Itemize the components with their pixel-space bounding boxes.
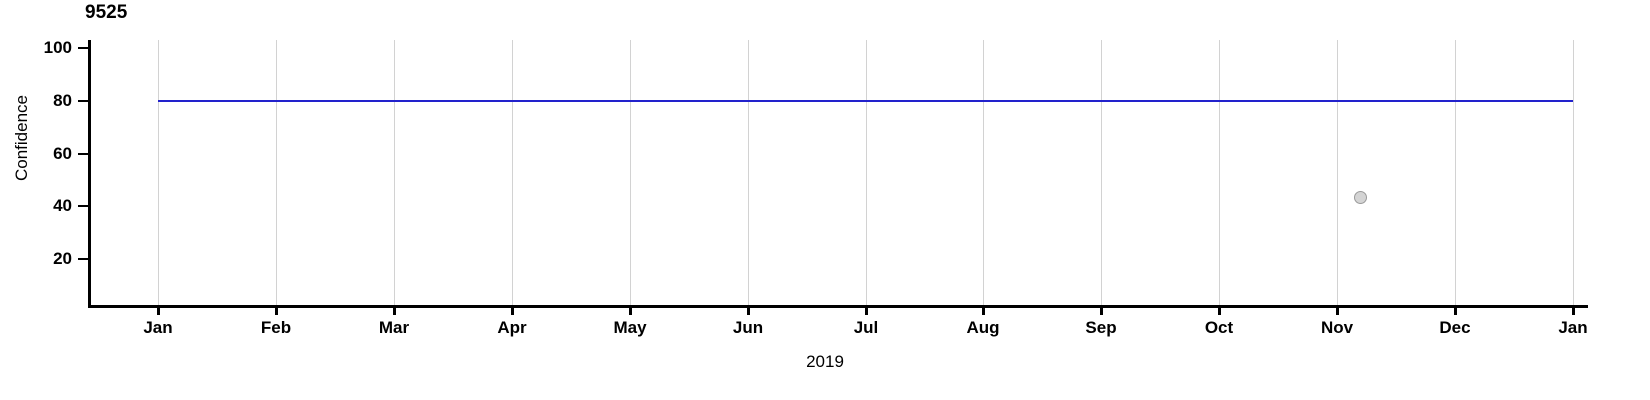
x-axis-tick-label: Aug	[966, 318, 1000, 337]
gridline-vertical	[1455, 40, 1456, 305]
x-axis-tick-mark	[1454, 306, 1457, 315]
y-axis-tick-label: 60	[53, 143, 72, 163]
x-axis-tick-label: Feb	[260, 318, 292, 337]
gridline-vertical	[276, 40, 277, 305]
x-axis-line	[88, 305, 1588, 308]
y-axis-tick-mark	[78, 205, 89, 208]
x-axis-tick-label: Jun	[732, 318, 764, 337]
gridline-vertical	[983, 40, 984, 305]
y-axis-tick-mark	[78, 99, 89, 102]
gridline-vertical	[1573, 40, 1574, 305]
x-axis-tick-label: Jan	[1558, 318, 1588, 337]
gridline-vertical	[630, 40, 631, 305]
y-axis-tick-mark	[78, 47, 89, 49]
x-axis-tick-mark	[157, 306, 160, 315]
x-axis-tick-mark	[275, 306, 278, 315]
gridline-vertical	[1219, 40, 1220, 305]
x-axis-tick-mark	[511, 306, 514, 315]
data-point-marker[interactable]	[1353, 191, 1367, 205]
gridline-vertical	[1337, 40, 1338, 305]
x-axis-tick-mark	[865, 306, 868, 315]
gridline-vertical	[512, 40, 513, 305]
x-axis-tick-label: Nov	[1320, 318, 1354, 337]
y-axis-tick-mark	[78, 152, 89, 155]
x-axis-tick-label: Mar	[378, 318, 410, 337]
x-axis-tick-mark	[393, 306, 396, 315]
y-axis-tick-mark	[78, 258, 89, 260]
x-axis-tick-label: Jul	[853, 318, 879, 337]
x-axis-title: 2019	[806, 352, 844, 371]
threshold-line	[158, 99, 1573, 102]
x-axis-tick-label: Jan	[143, 318, 173, 337]
x-axis-tick-label: Apr	[497, 318, 527, 337]
y-axis-tick-label: 20	[53, 249, 72, 268]
x-axis-tick-mark	[982, 306, 985, 315]
gridline-vertical	[394, 40, 395, 305]
y-axis-line	[88, 40, 91, 308]
x-axis-tick-mark	[1572, 306, 1575, 315]
gridline-vertical	[1101, 40, 1102, 305]
y-axis-tick-label: 40	[53, 196, 72, 216]
x-axis-tick-label: Sep	[1085, 318, 1117, 337]
gridline-vertical	[748, 40, 749, 305]
x-axis-tick-mark	[1336, 306, 1339, 315]
y-axis-tick-label: 100	[43, 38, 72, 57]
x-axis-tick-label: Oct	[1204, 318, 1234, 337]
gridline-vertical	[158, 40, 159, 305]
x-axis-tick-label: May	[613, 318, 647, 337]
x-axis-tick-mark	[629, 306, 632, 315]
x-axis-tick-mark	[1218, 306, 1221, 315]
y-axis-tick-label: 80	[53, 90, 72, 110]
x-axis-tick-mark	[1100, 306, 1103, 315]
x-axis-tick-mark	[747, 306, 750, 315]
gridline-vertical	[866, 40, 867, 305]
chart-title: 9525	[85, 2, 128, 23]
x-axis-tick-label: Dec	[1439, 318, 1471, 337]
